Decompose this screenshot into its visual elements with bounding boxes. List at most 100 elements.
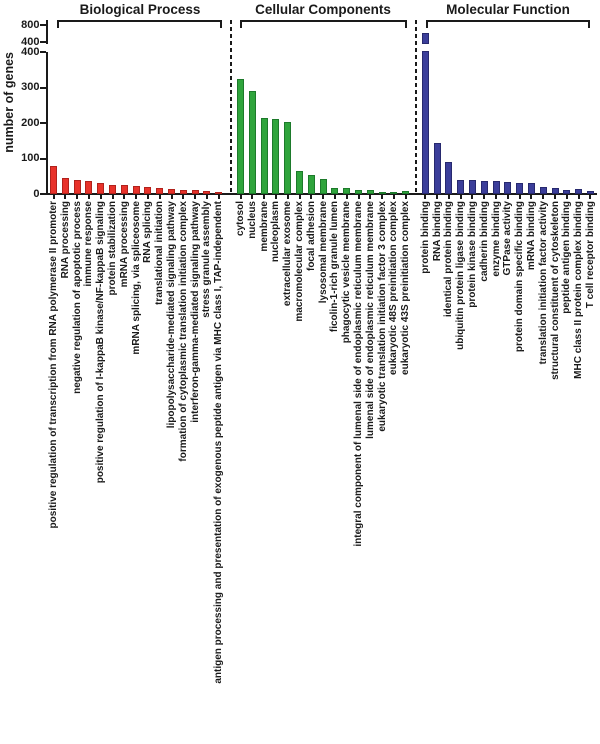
bar: [445, 161, 453, 194]
x-axis-tick: [530, 195, 533, 199]
bar: [307, 175, 315, 194]
bar: [319, 179, 327, 194]
x-axis-tick: [381, 195, 384, 199]
x-axis-tick: [459, 195, 462, 199]
x-axis-tick: [87, 195, 90, 199]
bar: [296, 170, 303, 194]
x-axis-tick: [565, 195, 568, 199]
x-axis-tick: [298, 195, 301, 199]
bar: [97, 183, 105, 194]
x-axis-tick: [589, 195, 592, 199]
x-category-label: mRNA binding: [525, 201, 537, 271]
x-axis-tick: [263, 195, 266, 199]
x-axis-tick: [52, 195, 55, 199]
bar: [156, 187, 164, 194]
x-axis-tick: [345, 195, 348, 199]
x-axis-tick: [99, 195, 102, 199]
bar-broken-axis-segment: [421, 32, 429, 44]
bar: [504, 181, 512, 194]
x-category-label: T cell receptor binding: [584, 201, 596, 309]
bar: [378, 191, 386, 194]
bar: [402, 191, 410, 194]
y-axis-tick: [40, 193, 46, 195]
x-axis-line: [45, 193, 597, 195]
bar: [468, 179, 476, 194]
y-axis-tick: [40, 24, 46, 26]
x-axis-tick: [146, 195, 149, 199]
bar: [120, 185, 128, 194]
x-axis-tick: [436, 195, 438, 199]
bar: [144, 186, 152, 194]
x-category-label: nucleus: [246, 201, 258, 239]
bar: [284, 121, 292, 194]
x-category-label: lumenal side of endoplasmic reticulum me…: [364, 201, 376, 439]
x-axis-tick: [495, 195, 497, 199]
bar: [366, 190, 374, 194]
bar: [331, 187, 339, 194]
bar: [390, 191, 398, 194]
bar: [343, 188, 351, 194]
bar: [527, 183, 535, 194]
x-category-label: protein kinase binding: [466, 201, 478, 308]
bar: [457, 179, 465, 194]
x-axis-tick: [310, 195, 313, 199]
x-axis-tick: [64, 195, 67, 199]
x-axis-tick: [205, 195, 208, 199]
x-axis-tick: [322, 195, 325, 199]
x-axis-tick: [518, 195, 521, 199]
x-category-label: focal adhesion: [305, 201, 317, 272]
bar: [73, 179, 81, 194]
x-axis-tick: [424, 195, 427, 199]
x-axis-tick: [170, 195, 173, 199]
x-axis-tick: [404, 195, 407, 199]
x-axis-tick: [76, 195, 79, 199]
x-axis-tick: [194, 195, 197, 199]
section-bracket-cellular-components: [240, 20, 407, 28]
y-axis-tick-label: 300: [21, 81, 40, 93]
bar: [480, 180, 488, 194]
bar: [215, 191, 223, 194]
bar: [132, 186, 140, 194]
y-axis-tick-label: 400: [21, 35, 40, 48]
bar: [248, 91, 256, 194]
x-axis-tick: [369, 195, 372, 199]
y-axis-line: [45, 52, 48, 195]
y-axis-tick-label: 200: [21, 116, 40, 129]
bar: [492, 180, 500, 194]
bar: [539, 186, 547, 194]
bar: [50, 165, 57, 194]
x-axis-tick: [471, 195, 474, 199]
section-title-biological-process: Biological Process: [79, 2, 201, 17]
x-axis-tick: [577, 195, 580, 199]
bar: [516, 182, 524, 194]
x-category-label: translation initiation factor activity: [537, 201, 549, 365]
section-divider-dashed-line: [414, 20, 417, 194]
bar: [191, 190, 199, 194]
section-title-molecular-function: Molecular Function: [446, 2, 570, 17]
x-category-label: cadherin binding: [478, 201, 490, 282]
x-category-label: formation of cytoplasmic translation ini…: [177, 201, 189, 462]
bar: [168, 189, 175, 194]
bar: [433, 142, 441, 194]
bar: [109, 185, 116, 194]
x-axis-tick: [135, 195, 138, 199]
x-axis-tick: [286, 195, 289, 199]
x-axis-tick: [447, 195, 450, 199]
bar: [355, 190, 362, 194]
y-axis-label: number of genes: [2, 52, 16, 153]
x-axis-tick: [182, 195, 185, 199]
bar: [85, 180, 93, 194]
y-axis-tick: [40, 157, 46, 160]
x-axis-tick: [542, 195, 545, 199]
section-title-cellular-components: Cellular Components: [255, 2, 391, 17]
x-category-label: eukaryotic 43S preinitiation complex: [400, 201, 412, 375]
y-axis-tick-label: 800: [21, 18, 40, 31]
x-category-label: RNA processing: [59, 201, 71, 279]
bar: [421, 51, 429, 194]
x-axis-tick: [239, 195, 242, 199]
x-category-label: mRNA processing: [118, 201, 130, 288]
bar: [237, 78, 244, 194]
bar: [179, 189, 187, 194]
y-axis-tick: [40, 51, 46, 53]
